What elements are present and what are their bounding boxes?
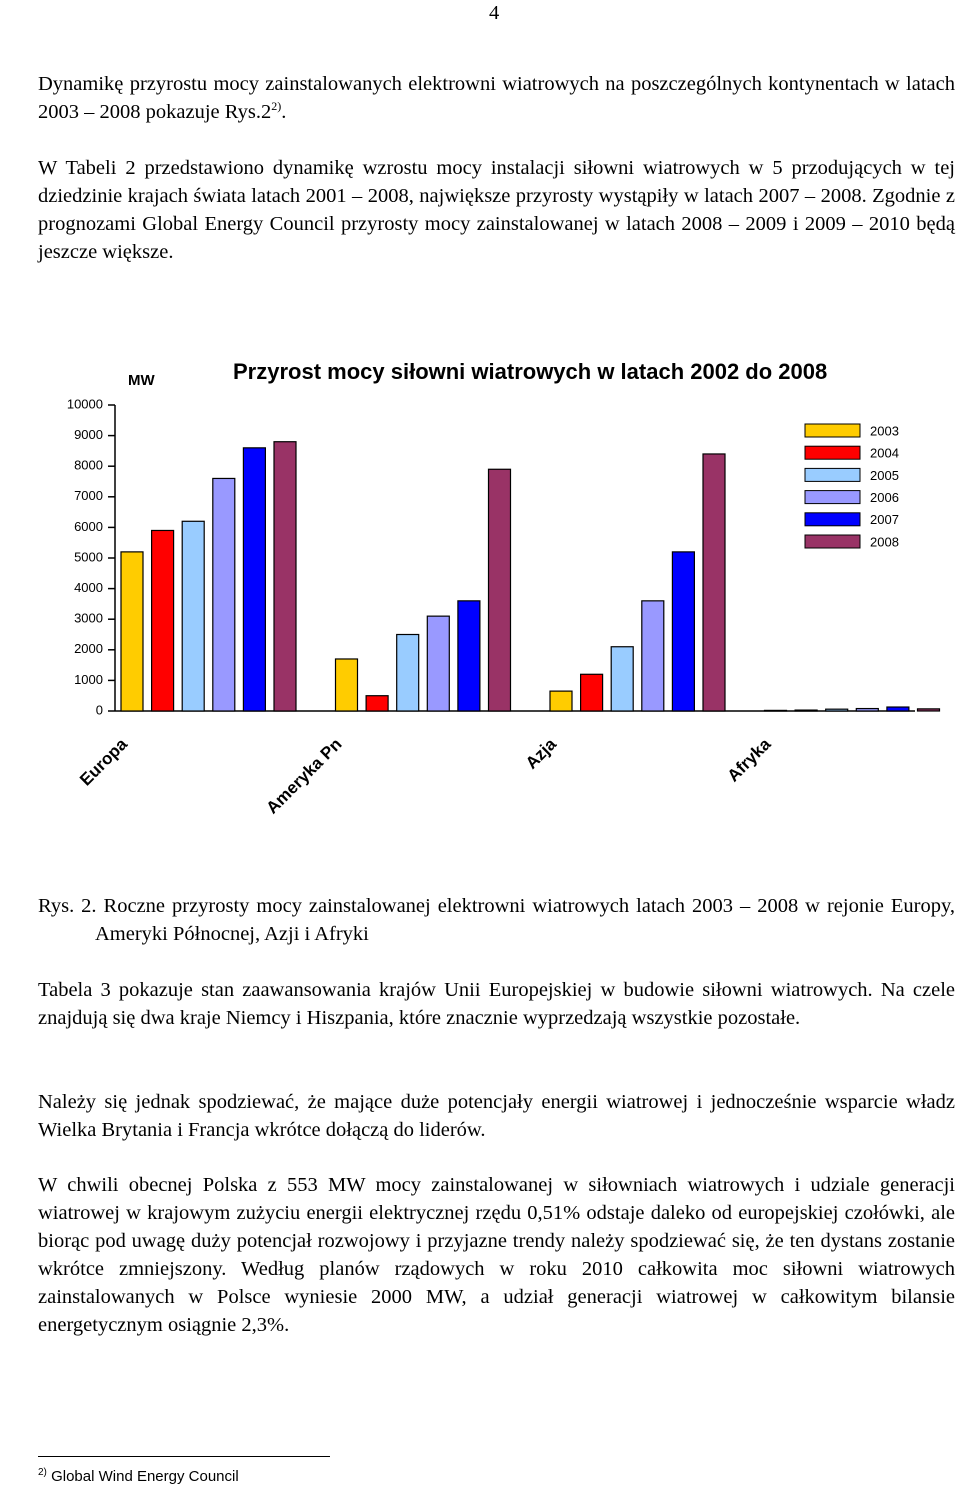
bar xyxy=(396,633,420,712)
footnote-mark: 2) xyxy=(38,1467,47,1478)
legend-label: 2006 xyxy=(870,490,899,505)
y-tick-label: 4000 xyxy=(74,580,103,595)
legend-label: 2008 xyxy=(870,534,899,549)
legend-swatch xyxy=(804,467,861,482)
y-tick-label: 1000 xyxy=(74,672,103,687)
y-tick-label: 6000 xyxy=(74,519,103,534)
footnote-ref: 2) xyxy=(271,99,282,114)
bar xyxy=(610,646,634,712)
chart: Przyrost mocy siłowni wiatrowych w latac… xyxy=(67,359,941,818)
bar xyxy=(549,690,573,712)
y-tick-label: 10000 xyxy=(67,396,103,411)
bar xyxy=(212,477,236,712)
x-tick-label: Ameryka Pn xyxy=(263,735,346,818)
footnote-text: Global Wind Energy Council xyxy=(51,1468,239,1485)
legend-label: 2003 xyxy=(870,423,899,438)
bar xyxy=(151,529,175,712)
page-number: 4 xyxy=(489,2,500,24)
text: Dynamikę przyrostu mocy zainstalowanych … xyxy=(38,73,955,123)
bar xyxy=(916,708,941,712)
bar xyxy=(579,673,604,712)
bar xyxy=(702,453,726,712)
bar xyxy=(273,441,297,712)
bar xyxy=(120,551,144,712)
bar xyxy=(426,615,450,712)
bar xyxy=(457,600,481,712)
legend-label: 2004 xyxy=(870,446,899,461)
x-tick-label: Azja xyxy=(522,734,561,773)
bar xyxy=(855,707,879,712)
chart-title: Przyrost mocy siłowni wiatrowych w latac… xyxy=(233,359,827,384)
paragraph: Należy się jednak spodziewać, że mające … xyxy=(38,1091,955,1141)
legend-label: 2005 xyxy=(870,468,899,483)
bar xyxy=(886,706,910,712)
caption: Rys. 2. Roczne przyrosty mocy zainstalow… xyxy=(38,892,955,948)
text: . xyxy=(281,101,287,123)
y-tick-label: 5000 xyxy=(74,549,103,564)
y-tick-label: 8000 xyxy=(74,458,103,473)
caption-text: Roczne przyrosty mocy zainstalowanej ele… xyxy=(95,895,955,945)
footnote: 2) Global Wind Energy Council xyxy=(38,1466,239,1488)
legend-swatch xyxy=(804,423,861,438)
bar xyxy=(825,708,849,712)
y-tick-label: 2000 xyxy=(74,641,103,656)
y-tick-label: 3000 xyxy=(74,611,103,626)
chart-body: Przyrost mocy siłowni wiatrowych w latac… xyxy=(67,359,941,818)
legend-swatch xyxy=(804,512,861,527)
y-tick-label: 0 xyxy=(96,702,103,717)
y-tick-label: 7000 xyxy=(74,488,103,503)
caption-label: Rys. 2. xyxy=(38,895,97,917)
legend-label: 2007 xyxy=(870,512,899,527)
y-axis-label: MW xyxy=(128,372,155,389)
paragraph: W chwili obecnej Polska z 553 MW mocy za… xyxy=(38,1174,955,1336)
paragraph: W Tabeli 2 przedstawiono dynamikę wzrost… xyxy=(38,157,955,263)
y-tick-label: 9000 xyxy=(74,427,103,442)
legend-swatch xyxy=(804,490,861,505)
bar xyxy=(365,695,389,712)
paragraph: Dynamikę przyrostu mocy zainstalowanych … xyxy=(38,70,955,126)
bar xyxy=(487,468,512,712)
legend-swatch xyxy=(804,445,861,460)
bar xyxy=(763,709,788,712)
bar xyxy=(671,551,696,712)
footnote-rule xyxy=(38,1456,330,1457)
bar xyxy=(334,658,359,712)
legend-swatch xyxy=(804,534,861,549)
paragraph: Tabela 3 pokazuje stan zaawansowania kra… xyxy=(38,979,955,1029)
bar xyxy=(242,447,266,712)
bar xyxy=(794,709,818,712)
x-tick-label: Europa xyxy=(76,734,131,789)
bar xyxy=(181,520,205,712)
bar xyxy=(641,600,665,712)
x-tick-label: Afryka xyxy=(724,734,775,785)
